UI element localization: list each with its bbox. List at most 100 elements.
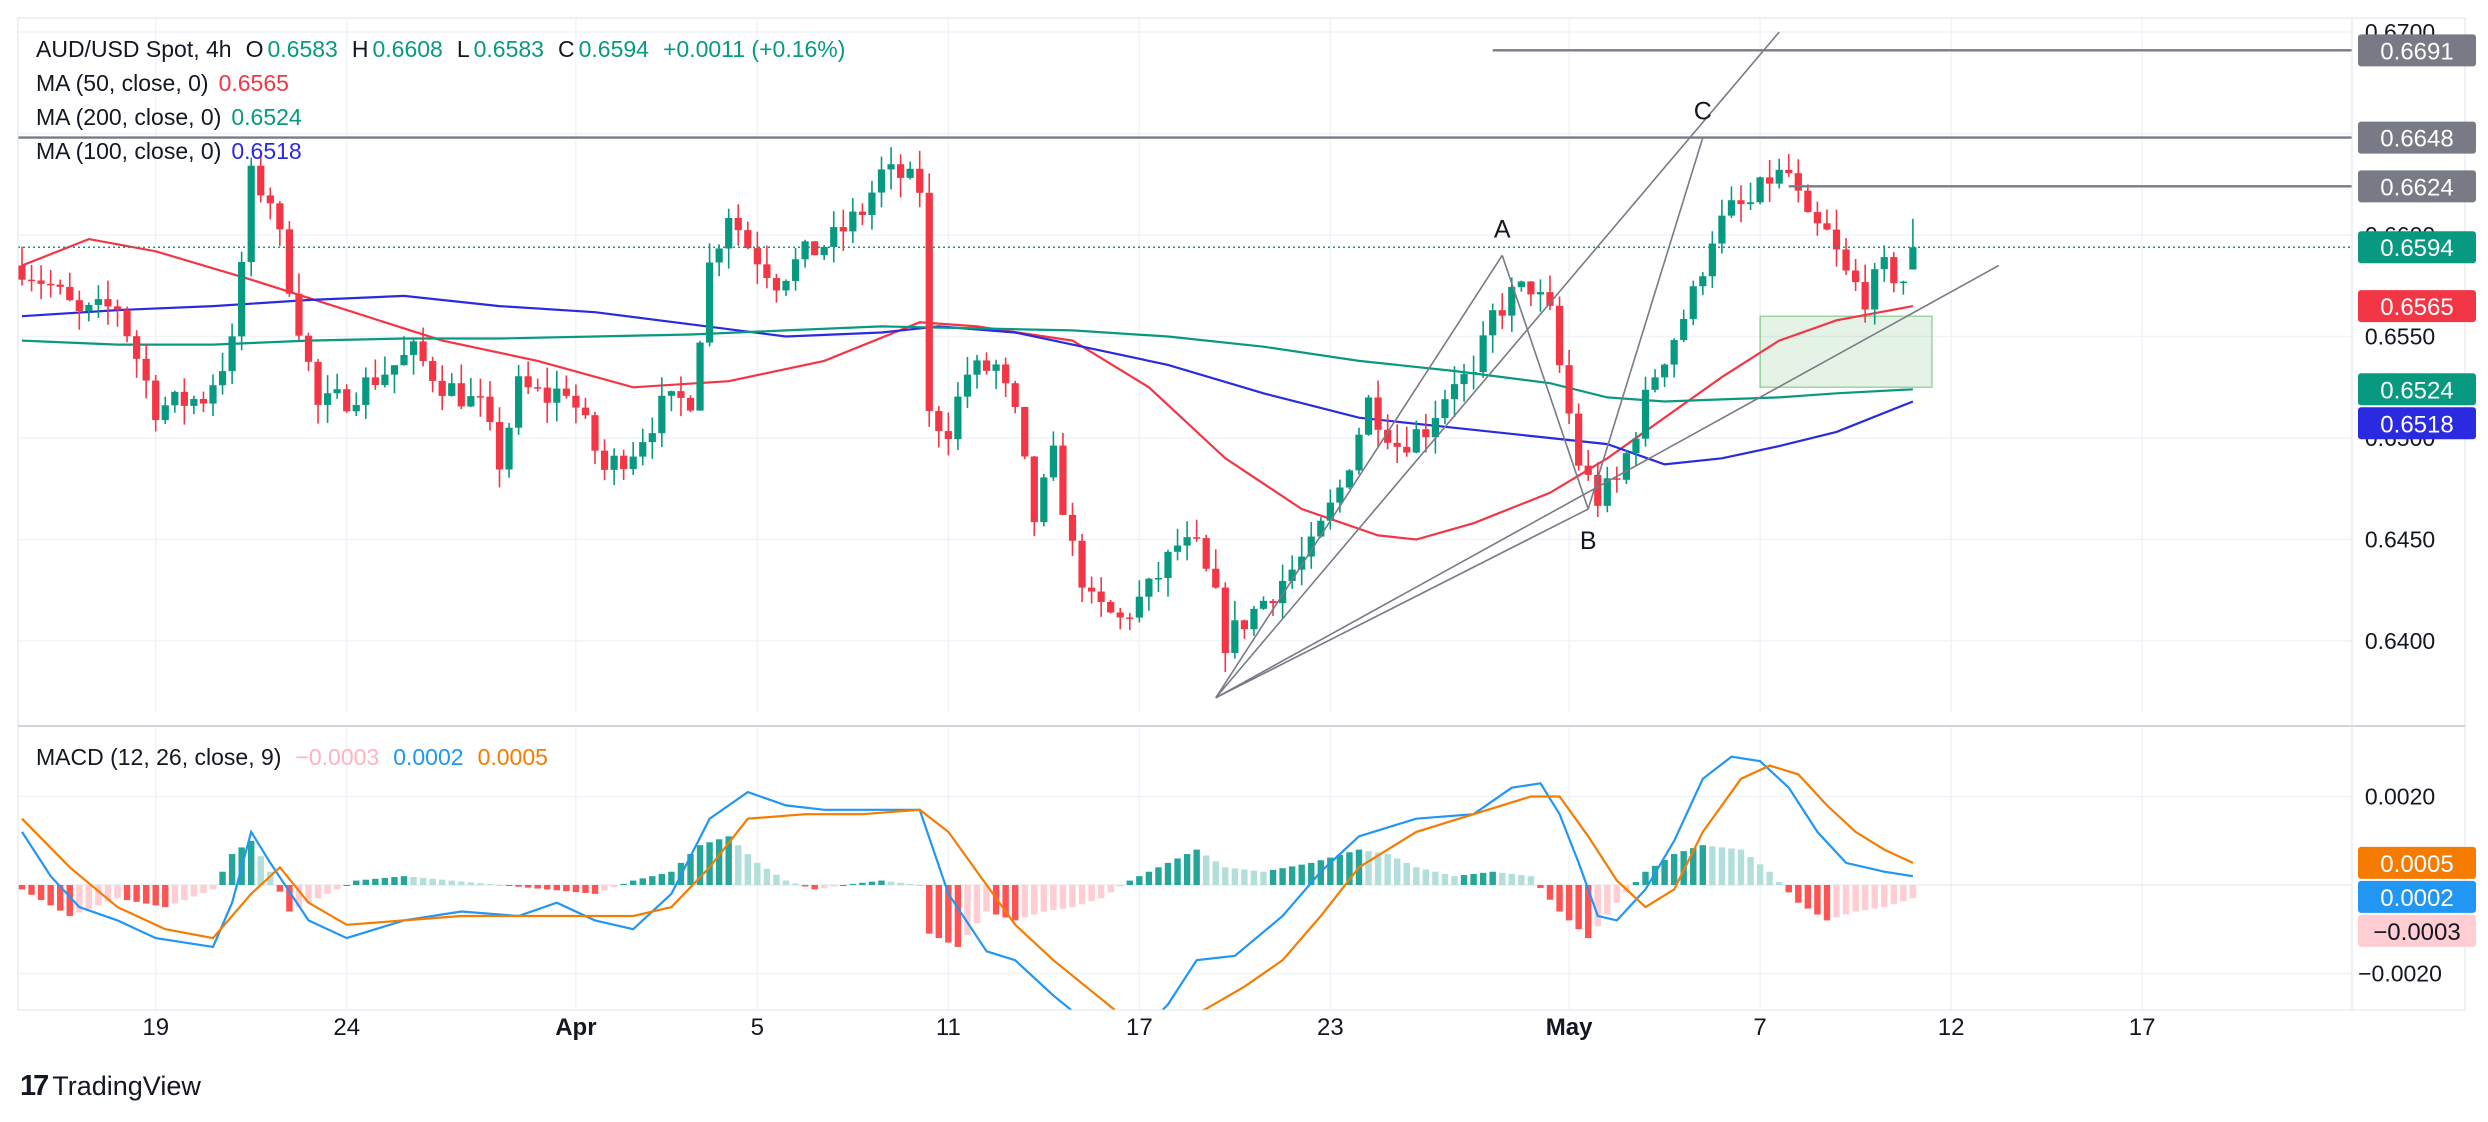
candle-down[interactable]: [1116, 612, 1124, 618]
candle-up[interactable]: [696, 342, 704, 411]
candle-up[interactable]: [1326, 502, 1334, 521]
candle-up[interactable]: [409, 341, 418, 355]
macd-legend[interactable]: MACD (12, 26, close, 9) −0.0003 0.0002 0.00…: [36, 744, 552, 771]
candle-up[interactable]: [1517, 281, 1525, 287]
candle-down[interactable]: [1852, 270, 1860, 283]
candle-down[interactable]: [180, 391, 188, 406]
candle-down[interactable]: [104, 299, 112, 307]
candle-down[interactable]: [1575, 413, 1583, 466]
candle-down[interactable]: [1498, 310, 1506, 316]
candle-down[interactable]: [438, 380, 446, 396]
candle-down[interactable]: [916, 168, 924, 193]
candle-down[interactable]: [1126, 617, 1134, 619]
candle-down[interactable]: [133, 336, 141, 359]
candle-down[interactable]: [257, 165, 265, 196]
macd-pane[interactable]: [18, 755, 2352, 1044]
ma-line-100[interactable]: [21, 294, 1914, 466]
candle-up[interactable]: [448, 383, 456, 396]
candle-down[interactable]: [113, 306, 122, 310]
candle-down[interactable]: [1527, 281, 1535, 295]
candle-up[interactable]: [1049, 445, 1057, 478]
candle-up[interactable]: [954, 396, 962, 440]
candle-down[interactable]: [1068, 514, 1077, 541]
candle-up[interactable]: [877, 169, 886, 193]
candle-down[interactable]: [1384, 429, 1392, 443]
candle-up[interactable]: [218, 371, 227, 386]
candle-down[interactable]: [199, 399, 208, 404]
candle-up[interactable]: [324, 393, 332, 405]
candle-down[interactable]: [763, 264, 771, 279]
candle-up[interactable]: [1632, 438, 1640, 454]
candle-down[interactable]: [142, 358, 150, 381]
candle-down[interactable]: [1832, 229, 1841, 250]
candle-up[interactable]: [820, 246, 828, 256]
candle-up[interactable]: [1231, 620, 1239, 653]
candle-up[interactable]: [1336, 487, 1344, 503]
candle-up[interactable]: [1412, 429, 1420, 453]
candle-up[interactable]: [515, 376, 523, 428]
candle-up[interactable]: [1479, 335, 1487, 373]
candle-down[interactable]: [314, 361, 322, 405]
candle-up[interactable]: [868, 192, 876, 215]
trendline[interactable]: [1501, 255, 1589, 510]
candle-up[interactable]: [1364, 397, 1373, 435]
ma-line-50[interactable]: [21, 237, 1914, 541]
candle-down[interactable]: [1088, 587, 1096, 592]
candle-up[interactable]: [1670, 340, 1678, 365]
candle-up[interactable]: [639, 442, 647, 457]
candle-up[interactable]: [94, 299, 102, 305]
candle-up[interactable]: [1680, 318, 1688, 341]
candle-down[interactable]: [18, 265, 26, 280]
candle-up[interactable]: [1899, 281, 1907, 284]
candle-up[interactable]: [390, 365, 399, 375]
candle-down[interactable]: [897, 164, 905, 178]
candle-up[interactable]: [1708, 243, 1716, 277]
candle-down[interactable]: [944, 431, 952, 440]
candle-up[interactable]: [1307, 536, 1315, 557]
symbol-title[interactable]: AUD/USD Spot, 4h: [36, 36, 232, 62]
candle-down[interactable]: [1002, 364, 1010, 384]
candle-down[interactable]: [295, 293, 303, 336]
candle-down[interactable]: [1804, 190, 1812, 213]
candle-down[interactable]: [1584, 465, 1592, 475]
candle-down[interactable]: [600, 450, 609, 470]
candle-down[interactable]: [1269, 600, 1277, 604]
candle-up[interactable]: [1775, 169, 1783, 184]
support-zone[interactable]: [1759, 315, 1933, 389]
candle-up[interactable]: [1173, 545, 1182, 552]
candle-up[interactable]: [381, 374, 389, 386]
candle-down[interactable]: [37, 280, 45, 284]
candle-down[interactable]: [1212, 568, 1220, 588]
candle-down[interactable]: [1403, 446, 1411, 453]
candle-down[interactable]: [486, 396, 494, 423]
candle-down[interactable]: [1422, 429, 1430, 438]
candle-down[interactable]: [534, 387, 542, 389]
candle-up[interactable]: [1259, 600, 1268, 609]
candle-up[interactable]: [648, 433, 656, 443]
candle-up[interactable]: [1135, 596, 1143, 618]
candle-up[interactable]: [992, 364, 1000, 371]
candle-up[interactable]: [706, 262, 714, 343]
candle-up[interactable]: [1871, 269, 1879, 310]
candle-up[interactable]: [1603, 478, 1611, 506]
candle-down[interactable]: [1030, 456, 1038, 523]
wave-label-b[interactable]: B: [1580, 527, 1597, 555]
candle-up[interactable]: [1508, 286, 1516, 316]
candle-up[interactable]: [1317, 520, 1325, 537]
candle-up[interactable]: [1040, 477, 1048, 523]
trendline[interactable]: [1215, 31, 1780, 699]
candle-down[interactable]: [56, 284, 64, 287]
candle-up[interactable]: [849, 211, 857, 232]
candle-up[interactable]: [1909, 247, 1917, 270]
candle-up[interactable]: [1345, 470, 1354, 488]
candle-up[interactable]: [1298, 556, 1306, 570]
candle-down[interactable]: [1021, 406, 1029, 457]
candle-up[interactable]: [906, 168, 914, 178]
candle-up[interactable]: [1431, 418, 1439, 438]
candle-down[interactable]: [753, 248, 761, 265]
trendline[interactable]: [1587, 137, 1704, 510]
candle-down[interactable]: [734, 217, 742, 231]
candle-down[interactable]: [419, 341, 427, 362]
candle-up[interactable]: [658, 395, 666, 434]
